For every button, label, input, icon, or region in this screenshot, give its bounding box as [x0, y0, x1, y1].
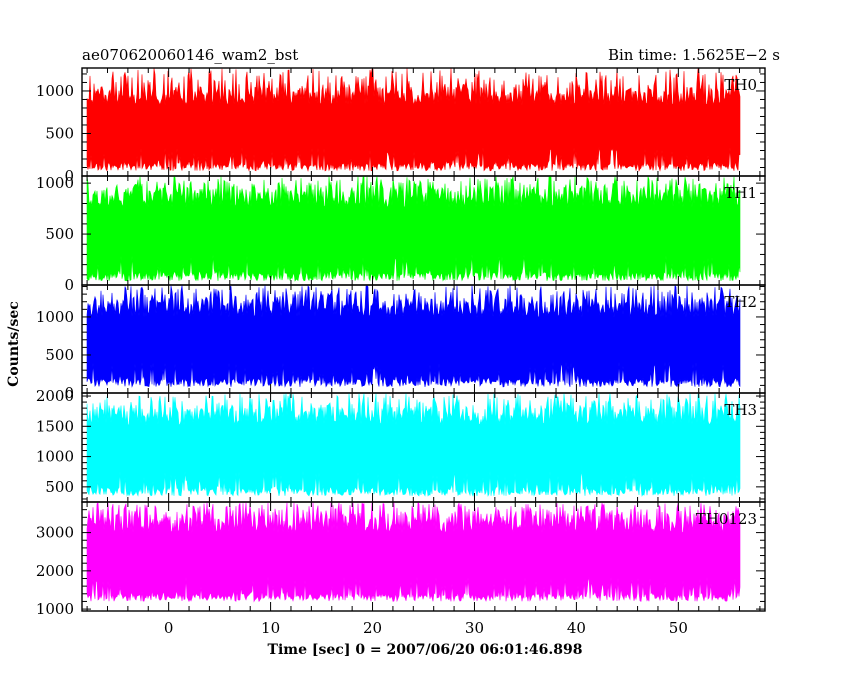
panel-th2: 0 500 1000 TH2	[36, 284, 766, 402]
y-tick-label: 0	[64, 384, 74, 402]
panel-label-th2: TH2	[724, 293, 757, 311]
y-tick-label: 1000	[36, 308, 74, 326]
y-tick-label: 1000	[36, 448, 74, 466]
y-tick-label: 3000	[36, 524, 74, 542]
series-th0	[86, 68, 741, 172]
panel-label-th3: TH3	[724, 401, 757, 419]
y-tick-label: 500	[45, 346, 74, 364]
x-tick-label: 40	[567, 619, 586, 637]
chart-title-left: ae070620060146_wam2_bst	[82, 46, 298, 64]
y-tick-label: 500	[45, 124, 74, 142]
y-tick-label: 1500	[36, 417, 74, 435]
x-tick-label: 10	[261, 619, 280, 637]
panel-frame	[81, 501, 766, 612]
x-tick-label: 50	[669, 619, 688, 637]
y-tick-label: 1000	[36, 82, 74, 100]
x-tick-label: 20	[363, 619, 382, 637]
panel-label-th0: TH0	[724, 76, 757, 94]
chart-title-right: Bin time: 1.5625E−2 s	[608, 46, 780, 64]
y-tick-label: 1000	[36, 174, 74, 192]
x-axis-label: Time [sec] 0 = 2007/06/20 06:01:46.898	[268, 642, 583, 658]
y-tick-label: 500	[45, 478, 74, 496]
y-tick-label: 2000	[36, 562, 74, 580]
panel-label-th0123: TH0123	[696, 510, 757, 528]
panel-th0: 0 500 1000 TH0	[36, 67, 766, 185]
series-th2	[86, 284, 741, 388]
x-tick-label: 30	[465, 619, 484, 637]
panel-th1: 0 500 1000 TH1	[36, 174, 766, 294]
y-tick-label: 1000	[36, 600, 74, 618]
y-tick-label: 2000	[36, 387, 74, 405]
series-th0123	[86, 501, 741, 603]
series-th3	[86, 392, 741, 497]
panel-th3: 500 1000 1500 2000 TH3	[36, 387, 766, 503]
y-tick-label: 500	[45, 225, 74, 243]
x-tick-label: 0	[164, 619, 174, 637]
panel-label-th1: TH1	[724, 184, 757, 202]
panel-th0123: 1000 2000 3000 TH0123	[36, 501, 766, 618]
series-th1	[86, 176, 741, 282]
y-tick-label: 0	[64, 167, 74, 185]
y-axis-label: Counts/sec	[6, 301, 22, 387]
y-tick-label: 0	[64, 276, 74, 294]
